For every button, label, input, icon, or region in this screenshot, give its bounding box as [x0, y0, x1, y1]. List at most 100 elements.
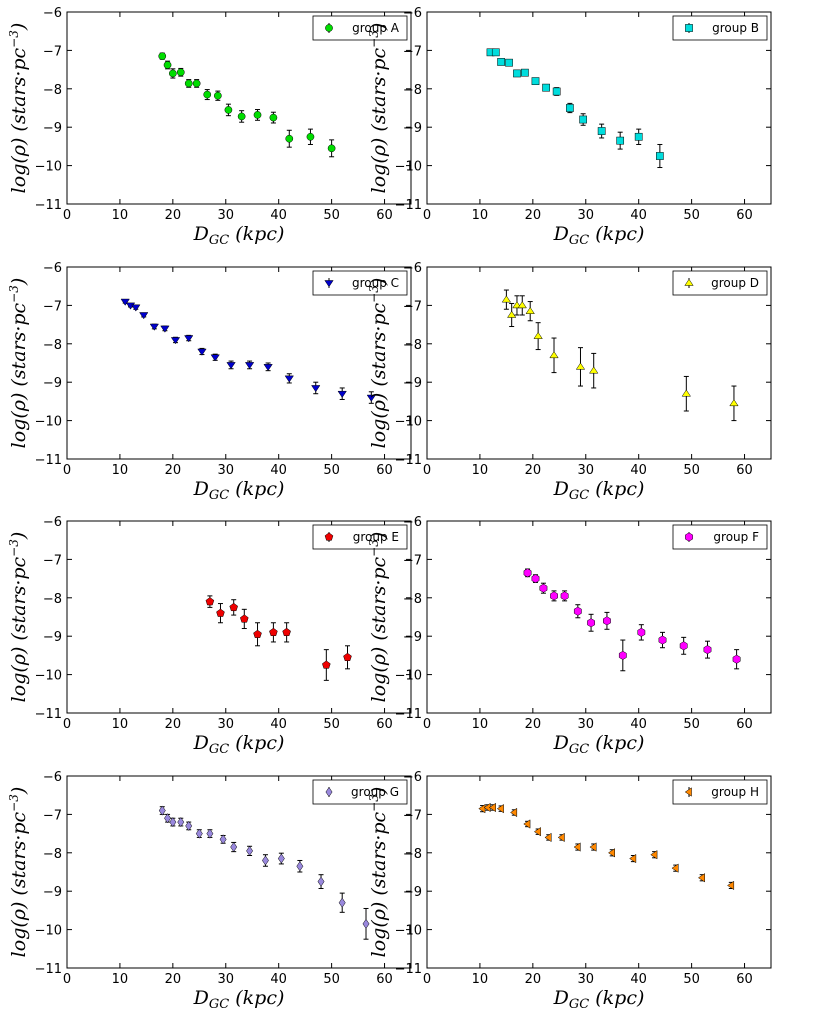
marker	[510, 807, 518, 818]
x-tick-label: 30	[577, 972, 594, 987]
data-point	[523, 568, 532, 578]
x-tick-label: 60	[736, 463, 753, 478]
marker	[637, 627, 646, 637]
legend: group E	[312, 524, 408, 550]
marker	[269, 627, 278, 637]
marker	[120, 298, 130, 306]
panel-6: −6 −7 −8 −9 −10 −110 10 20 30 40 50 60 DGC (kpc) log(…	[367, 515, 772, 757]
marker	[184, 335, 194, 343]
marker	[244, 362, 255, 370]
marker	[597, 127, 606, 135]
y-axis-label: log(ρ) (stars·pc−3)	[367, 278, 390, 449]
legend: group D	[672, 270, 768, 296]
marker	[491, 48, 500, 57]
marker	[523, 819, 531, 829]
x-tick-label: 10	[472, 463, 489, 478]
marker	[362, 918, 370, 929]
x-tick-label: 0	[63, 208, 71, 223]
panel-4: −6 −7 −8 −9 −10 −110 10 20 30 40 50 60 DGC (kpc) log(…	[367, 261, 772, 503]
data-point	[226, 360, 236, 370]
x-axis-label: DGC (kpc)	[193, 223, 285, 248]
marker	[589, 366, 599, 374]
marker	[324, 532, 334, 541]
x-tick-label: 30	[577, 717, 594, 732]
data-point	[327, 139, 336, 158]
marker	[240, 614, 249, 623]
y-axis-label: log(ρ) (stars·pc−3)	[7, 532, 30, 703]
data-point	[478, 803, 486, 814]
data-point	[650, 850, 658, 860]
marker	[253, 111, 262, 119]
marker	[488, 802, 496, 813]
marker	[177, 817, 185, 828]
data-point	[269, 111, 278, 124]
data-point	[550, 590, 558, 602]
y-tick-label: −6	[403, 261, 422, 276]
y-tick-label: −11	[35, 962, 62, 977]
y-tick-label: −10	[395, 415, 422, 430]
marker	[684, 278, 694, 286]
marker	[732, 654, 741, 664]
x-tick-label: 40	[270, 717, 287, 732]
marker	[497, 58, 505, 66]
x-axis-label: DGC (kpc)	[193, 478, 285, 503]
marker	[505, 58, 513, 67]
marker	[311, 385, 321, 393]
data-point	[658, 631, 667, 649]
data-point	[338, 892, 346, 913]
marker	[197, 348, 207, 356]
x-tick-label: 0	[63, 972, 71, 987]
data-point	[253, 622, 262, 647]
y-tick-label: −11	[395, 962, 422, 977]
legend: group C	[312, 270, 408, 296]
legend: group F	[672, 524, 768, 550]
marker	[671, 863, 679, 873]
y-tick-label: −7	[403, 44, 422, 59]
data-point	[656, 143, 664, 169]
x-tick-label: 30	[577, 463, 594, 478]
marker	[229, 602, 238, 612]
data-point	[507, 302, 517, 328]
data-point	[681, 375, 691, 412]
y-tick-label: −10	[35, 924, 62, 939]
data-point	[603, 611, 611, 630]
x-tick-label: 20	[525, 208, 542, 223]
data-point	[697, 873, 705, 883]
y-axis-label: log(ρ) (stars·pc−3)	[367, 532, 390, 703]
marker	[729, 399, 739, 407]
marker	[282, 627, 291, 637]
marker	[253, 629, 262, 638]
data-point	[491, 48, 500, 57]
marker	[681, 389, 691, 397]
legend-label: group H	[711, 785, 759, 799]
legend-label: group C	[352, 276, 399, 290]
x-tick-label: 50	[683, 717, 700, 732]
x-tick-label: 0	[423, 717, 431, 732]
marker	[650, 850, 658, 860]
marker	[203, 90, 212, 99]
data-point	[337, 387, 347, 400]
data-point	[277, 852, 285, 865]
marker	[324, 280, 334, 288]
marker	[306, 132, 315, 141]
legend-label: group D	[711, 276, 759, 290]
x-tick-label: 60	[376, 208, 393, 223]
y-tick-label: −6	[43, 515, 62, 530]
marker	[168, 69, 177, 78]
marker	[608, 848, 616, 858]
y-tick-label: −8	[43, 338, 62, 353]
marker	[170, 337, 181, 345]
data-point	[284, 373, 294, 384]
data-point	[729, 385, 739, 422]
data-point	[205, 595, 215, 608]
data-point	[616, 131, 625, 150]
axes-frame	[66, 266, 412, 460]
axes-frame	[426, 775, 772, 969]
x-tick-label: 40	[630, 208, 647, 223]
marker	[226, 362, 236, 370]
data-point	[177, 817, 185, 828]
legend-label: group F	[713, 530, 759, 544]
legend-label: group G	[351, 785, 399, 799]
marker	[549, 351, 559, 359]
marker	[296, 861, 304, 872]
